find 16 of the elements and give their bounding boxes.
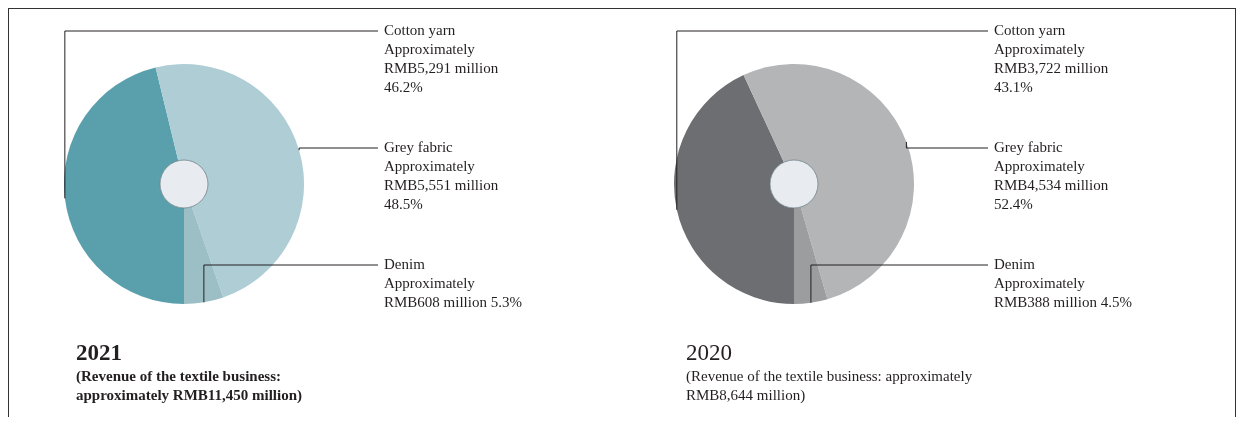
text: (Revenue of the textile business: approximately RMB11,450 million) (76, 367, 303, 405)
slice-label: Cotton yarn (994, 21, 1067, 40)
text: 2020 (686, 339, 733, 367)
slice-label: Cotton yarn (384, 21, 457, 40)
data-label: Approximately RMB608 million 5.3% (384, 274, 523, 312)
slice-label: Grey fabric (994, 138, 1064, 157)
slice-label: Denim (384, 255, 426, 274)
data-label: Approximately RMB3,722 million 43.1% (994, 40, 1110, 97)
slice-label: Denim (994, 255, 1036, 274)
data-label: Approximately RMB5,551 million 48.5% (384, 157, 500, 214)
slice-label: Grey fabric (384, 138, 454, 157)
data-label: Approximately RMB388 million 4.5% (994, 274, 1133, 312)
text: 2021 (76, 339, 123, 367)
text: (Revenue of the textile business: approximately RMB8,644 million) (686, 367, 974, 405)
data-label: Approximately RMB4,534 million 52.4% (994, 157, 1110, 214)
data-label: Approximately RMB5,291 million 46.2% (384, 40, 500, 97)
